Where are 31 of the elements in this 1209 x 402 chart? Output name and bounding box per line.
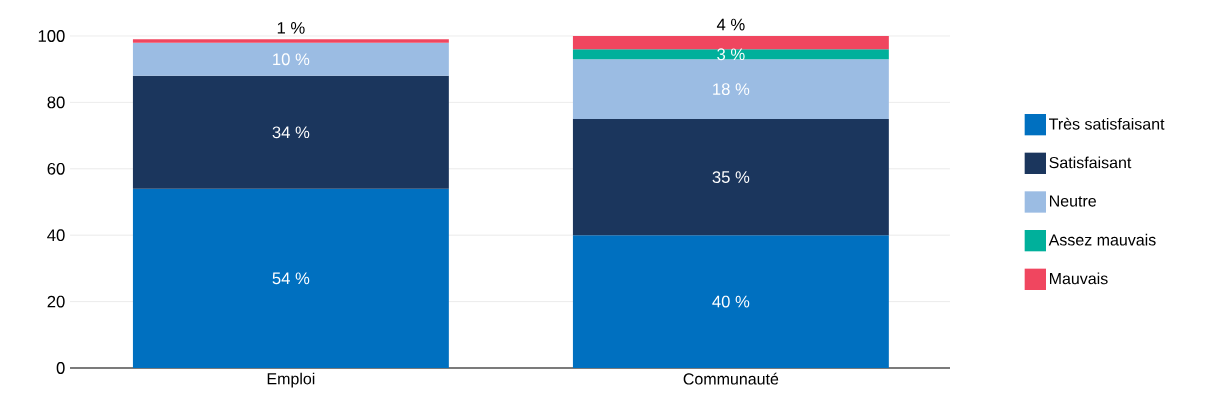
data-label: 1 % (277, 22, 305, 34)
legend-label: Neutre (1049, 195, 1096, 207)
data-label: 3 % (717, 48, 745, 61)
y-tick-label: 0 (56, 362, 65, 374)
bar (572, 35, 889, 50)
legend-label: Assez mauvais (1048, 233, 1156, 246)
bar (132, 188, 449, 368)
x-tick-label: Emploi (267, 372, 315, 388)
bar (132, 75, 449, 189)
data-label: 18 % (713, 83, 750, 96)
y-tick-label: 40 (47, 229, 65, 242)
data-label: 35 % (712, 171, 750, 183)
data-label: 40 % (712, 295, 750, 308)
legend-label: Mauvais (1049, 272, 1108, 285)
bar (572, 235, 889, 368)
bar (572, 118, 889, 236)
bar (132, 39, 449, 43)
y-tick-label: 80 (47, 96, 65, 109)
y-tick-label: 100 (38, 30, 65, 42)
bar (572, 59, 889, 119)
y-tick-label: 20 (47, 295, 65, 308)
data-label: 10 % (273, 53, 310, 66)
bar (132, 42, 449, 76)
x-tick-label: Communauté (683, 372, 779, 385)
legend-label: Satisfaisant (1049, 156, 1132, 169)
y-tick-label: 60 (47, 162, 65, 175)
bar (572, 49, 889, 60)
data-label: 54 % (272, 272, 310, 285)
data-label: 4 % (716, 18, 745, 31)
data-label: 34 % (272, 126, 310, 139)
legend-label: Très satisfaisant (1049, 117, 1165, 130)
